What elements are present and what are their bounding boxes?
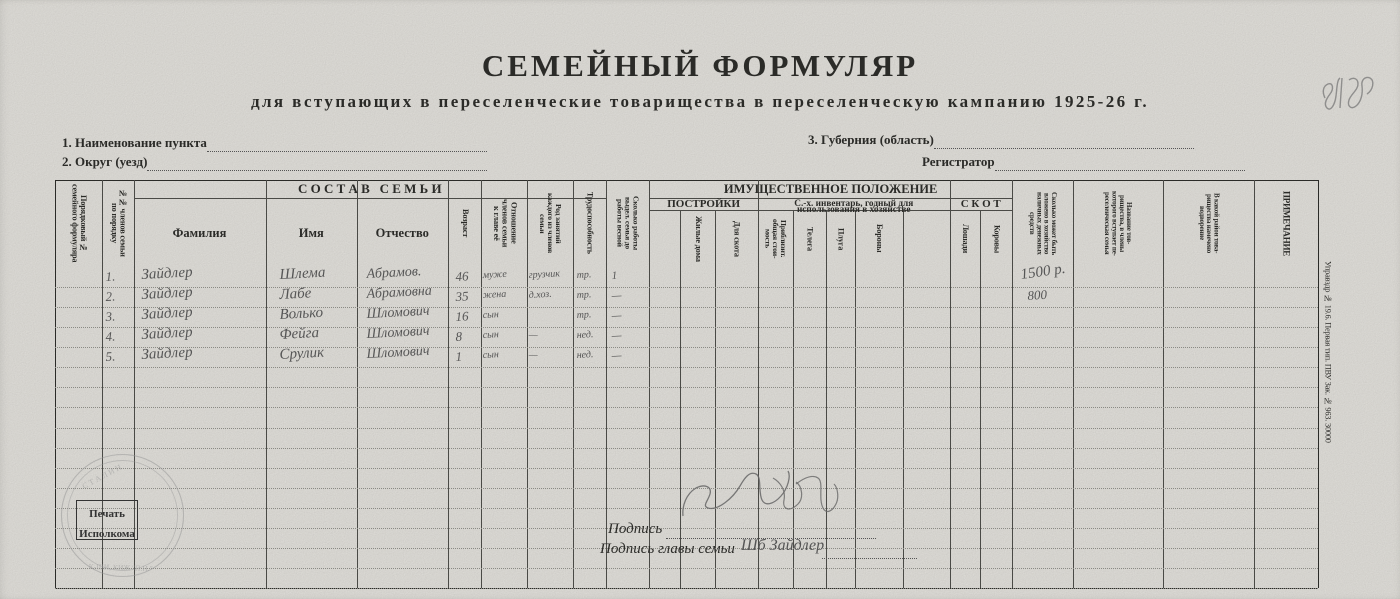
svg-text:С Т А Л И Н: С Т А Л И Н — [81, 462, 123, 490]
